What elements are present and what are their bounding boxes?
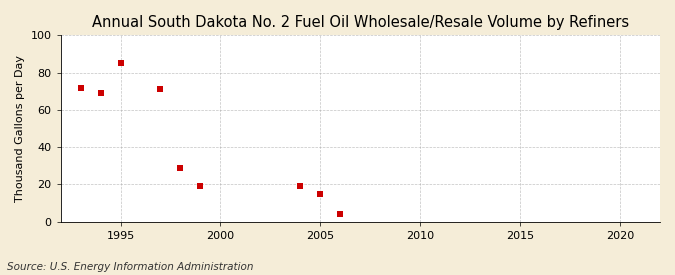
Point xyxy=(155,87,166,92)
Point xyxy=(175,166,186,170)
Point xyxy=(195,184,206,188)
Point xyxy=(95,91,106,95)
Point xyxy=(115,61,126,65)
Y-axis label: Thousand Gallons per Day: Thousand Gallons per Day xyxy=(15,55,25,202)
Point xyxy=(315,192,326,196)
Text: Source: U.S. Energy Information Administration: Source: U.S. Energy Information Administ… xyxy=(7,262,253,272)
Point xyxy=(335,212,346,216)
Point xyxy=(75,85,86,90)
Point xyxy=(295,184,306,188)
Title: Annual South Dakota No. 2 Fuel Oil Wholesale/Resale Volume by Refiners: Annual South Dakota No. 2 Fuel Oil Whole… xyxy=(92,15,629,30)
